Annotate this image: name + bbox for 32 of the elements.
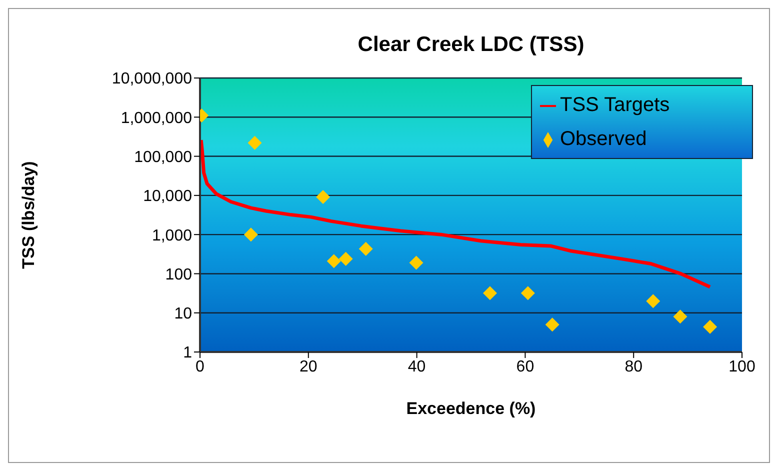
y-tick-label: 1,000 (152, 227, 192, 244)
legend-label: TSS Targets (560, 94, 670, 116)
y-tick-label: 10,000,000 (112, 70, 192, 88)
x-tick-label: 20 (300, 358, 318, 376)
point (409, 256, 424, 270)
x-tick-label: 80 (624, 358, 643, 376)
point (358, 242, 373, 256)
point (248, 136, 262, 150)
point (482, 286, 497, 300)
y-tick-label: 100,000 (134, 148, 192, 166)
x-tick-label: 0 (196, 358, 205, 376)
x-tick-label: 60 (516, 358, 534, 376)
point (646, 294, 660, 308)
point (520, 286, 535, 300)
x-tick-label: 40 (408, 358, 426, 376)
point (545, 318, 560, 332)
y-tick-label: 10,000 (143, 188, 192, 206)
legend-label: Observed (560, 128, 647, 150)
x-tick-label: 100 (728, 358, 756, 376)
point (316, 190, 330, 204)
point (244, 228, 258, 242)
y-tick-label: 100 (165, 266, 192, 284)
point (703, 320, 718, 334)
y-tick-label: 1,000,000 (120, 110, 192, 127)
point (673, 310, 688, 324)
y-axis-title: TSS (lbs/day) (19, 161, 38, 269)
point (338, 252, 353, 266)
point (326, 254, 341, 268)
x-axis-title: Exceedence (%) (406, 399, 536, 418)
chart-title: Clear Creek LDC (TSS) (356, 33, 586, 57)
y-tick-label: 10 (174, 306, 192, 323)
y-tick-label: 1 (183, 344, 192, 362)
